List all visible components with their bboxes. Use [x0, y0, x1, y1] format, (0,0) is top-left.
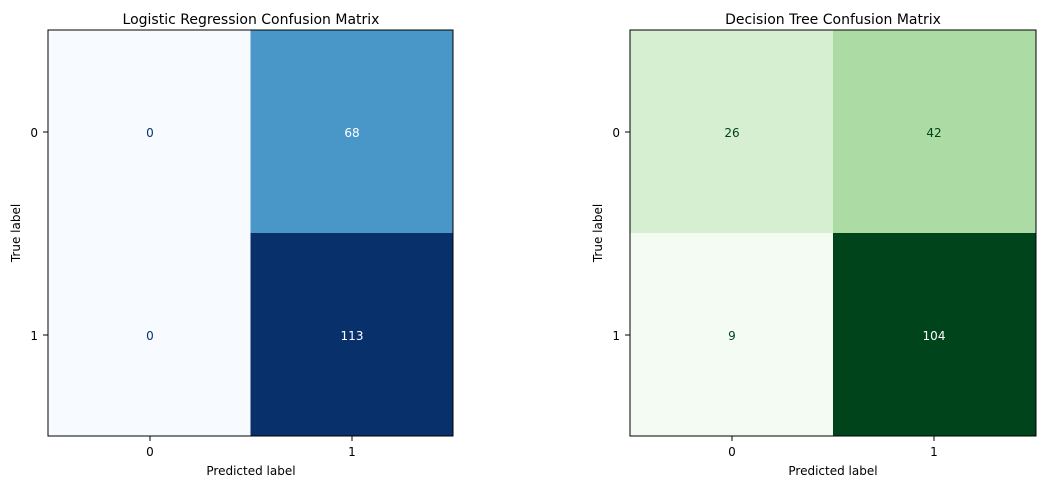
cell-value-label-1-1: 113	[341, 329, 364, 343]
x-axis: 0 1 Predicted label	[146, 436, 356, 478]
heatmap-cell-0-1	[250, 30, 454, 234]
plot-frame	[47, 29, 454, 437]
y-tick-label-0: 0	[612, 126, 620, 140]
chart-title: Decision Tree Confusion Matrix	[725, 12, 941, 28]
chart-title: Logistic Regression Confusion Matrix	[123, 12, 380, 28]
heatmap-cell-1-1	[833, 233, 1037, 437]
heatmap-cell-0-1	[833, 30, 1037, 234]
cell-value-labels: 0 68 0 113	[146, 126, 363, 343]
cell-value-label-0-1: 42	[926, 126, 941, 140]
heatmap-cells	[630, 30, 1037, 437]
heatmap-cell-1-0	[48, 233, 251, 437]
cell-value-labels: 26 42 9 104	[724, 126, 945, 343]
x-axis-label: Predicted label	[788, 464, 877, 478]
x-tick-label-1: 1	[348, 445, 356, 459]
cell-value-label-0-0: 26	[724, 126, 739, 140]
y-axis: 0 1 True label	[591, 126, 630, 343]
cell-value-label-0-1: 68	[344, 126, 359, 140]
y-tick-label-1: 1	[30, 329, 38, 343]
x-tick-label-1: 1	[930, 445, 938, 459]
heatmap-cell-0-0	[48, 30, 251, 234]
heatmap-cell-1-1	[250, 233, 454, 437]
cell-value-label-1-1: 104	[923, 329, 946, 343]
y-axis-label: True label	[9, 204, 23, 263]
x-tick-label-0: 0	[728, 445, 736, 459]
cell-value-label-0-0: 0	[146, 126, 154, 140]
y-tick-label-0: 0	[30, 126, 38, 140]
x-tick-label-0: 0	[146, 445, 154, 459]
y-axis-label: True label	[591, 204, 605, 263]
chart-panel-logistic-regression: Logistic Regression Confusion Matrix 0 6…	[9, 12, 454, 478]
y-tick-label-1: 1	[612, 329, 620, 343]
y-axis: 0 1 True label	[9, 126, 48, 343]
cell-value-label-1-0: 0	[146, 329, 154, 343]
heatmap-cells	[48, 30, 454, 437]
plot-frame	[629, 29, 1037, 437]
heatmap-cell-0-0	[630, 30, 834, 234]
chart-panel-decision-tree: Decision Tree Confusion Matrix 26 42 9 1…	[591, 12, 1037, 478]
heatmap-cell-1-0	[630, 233, 834, 437]
cell-value-label-1-0: 9	[728, 329, 736, 343]
x-axis-label: Predicted label	[206, 464, 295, 478]
x-axis: 0 1 Predicted label	[728, 436, 938, 478]
